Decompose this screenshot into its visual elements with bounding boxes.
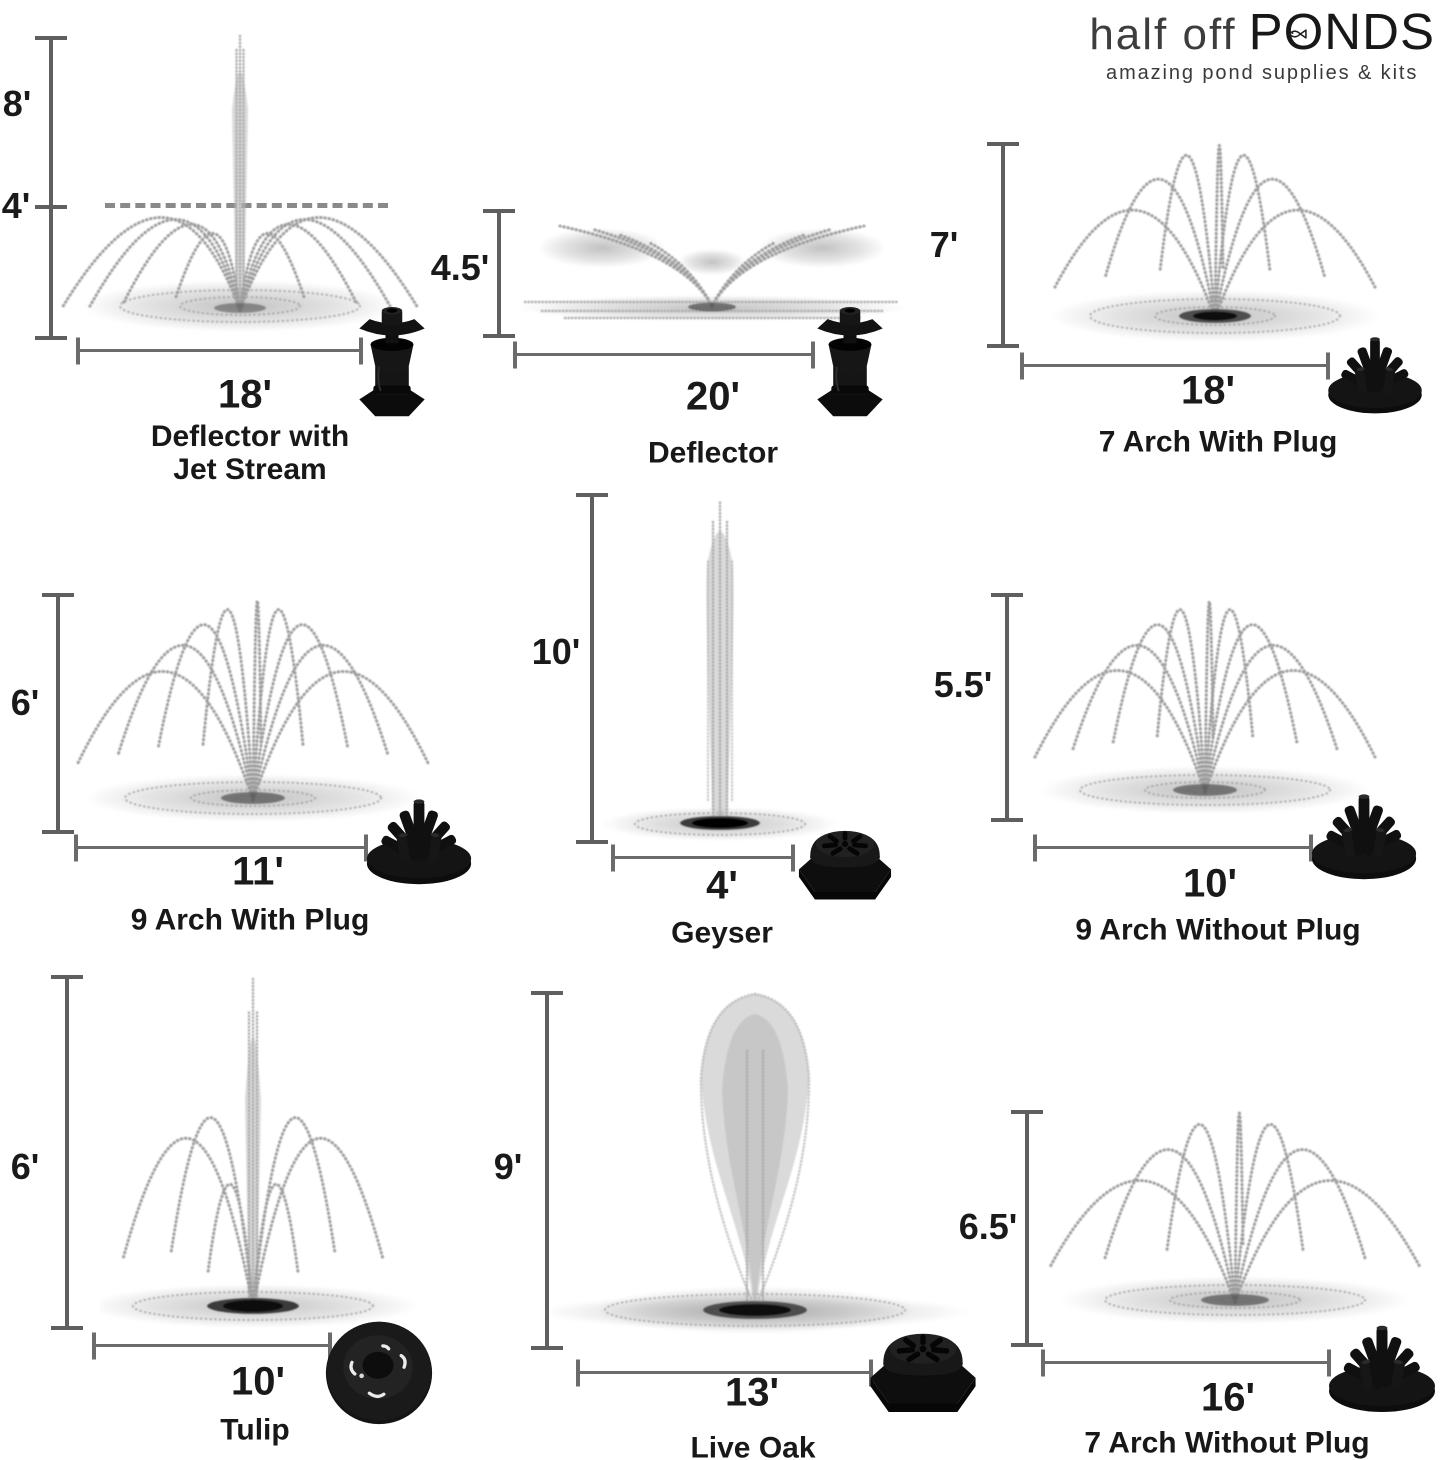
caption-line-1: 7 Arch Without Plug	[1084, 1426, 1370, 1460]
caption-line-1: Live Oak	[690, 1431, 816, 1460]
width-label: 13'	[724, 1370, 780, 1415]
multi-jet-arch-nozzle-photo	[1322, 1312, 1442, 1416]
height-ruler	[56, 595, 60, 832]
width-ruler	[1042, 1361, 1330, 1364]
caption-line-1: Geyser	[671, 916, 773, 950]
jet-height-dashed-line	[105, 203, 388, 208]
width-label: 20'	[685, 374, 741, 419]
7-arch-spray	[1048, 1111, 1422, 1324]
width-label: 10'	[1182, 861, 1238, 906]
width-label: 10'	[230, 1359, 286, 1404]
tulip-spray	[100, 976, 418, 1328]
width-ruler	[75, 846, 367, 849]
multi-jet-arch-nozzle-photo	[1322, 326, 1428, 416]
deflector-nozzle-photo	[350, 300, 434, 426]
caption: 7 Arch With Plug	[1099, 426, 1338, 459]
caption: Deflector	[648, 437, 778, 470]
caption-line-1: 9 Arch With Plug	[130, 903, 370, 937]
brand-bold-label: PONDS	[1248, 3, 1435, 60]
7-arch-spray	[1050, 144, 1380, 342]
width-ruler	[77, 349, 362, 352]
height-label: 5.5'	[933, 664, 993, 705]
caption: Deflector with Jet Stream	[151, 420, 349, 486]
height-ruler-mid-tick	[35, 205, 67, 209]
tulip-disc-nozzle-photo	[323, 1313, 435, 1431]
height-label: 6.5'	[958, 1206, 1018, 1247]
height-ruler	[497, 211, 501, 336]
width-ruler	[577, 1371, 872, 1374]
9-arch-spray	[1033, 600, 1377, 814]
caption-line-1: 9 Arch Without Plug	[1075, 913, 1361, 947]
width-label: 18'	[1180, 368, 1236, 413]
height-ruler	[49, 38, 53, 338]
deflector-spray	[517, 224, 907, 321]
brand-light-text: half off	[1089, 10, 1237, 59]
height-ruler	[1001, 144, 1005, 346]
geyser-cap-nozzle-photo	[864, 1313, 982, 1421]
caption: Geyser	[671, 917, 773, 950]
width-label: 16'	[1200, 1375, 1256, 1420]
height-ruler	[1025, 1112, 1029, 1345]
multi-jet-arch-nozzle-photo	[360, 786, 478, 888]
height-label: 10'	[531, 631, 581, 672]
deflector-jet-spray	[60, 34, 420, 332]
height-label: 6'	[10, 1146, 40, 1187]
width-ruler	[514, 353, 814, 356]
width-label: 4'	[706, 863, 738, 908]
height-ruler	[1005, 595, 1009, 820]
width-ruler	[93, 1344, 331, 1347]
caption: 9 Arch With Plug	[131, 904, 370, 937]
brand-bold-text: PONDS	[1249, 2, 1435, 61]
width-ruler	[1034, 846, 1312, 849]
width-label: 11'	[232, 849, 284, 894]
geyser-cap-nozzle-photo	[792, 813, 898, 907]
height-label-secondary: 4'	[1, 185, 31, 226]
caption: 7 Arch Without Plug	[1084, 1427, 1369, 1460]
multi-jet-arch-nozzle-photo	[1305, 781, 1423, 883]
caption-line-2: Jet Stream	[173, 453, 327, 486]
9-arch-spray	[76, 599, 430, 822]
width-label: 18'	[217, 372, 273, 417]
brand-wordmark: half off PONDS	[1089, 2, 1435, 61]
height-label: 9'	[493, 1146, 523, 1187]
live-oak-spray	[545, 992, 970, 1334]
deflector-nozzle-photo	[808, 300, 892, 426]
brand-tagline: amazing pond supplies & kits	[1106, 62, 1419, 84]
height-ruler	[545, 993, 549, 1348]
caption-line-1: Deflector with	[150, 420, 350, 453]
caption: Live Oak	[690, 1432, 815, 1460]
width-ruler	[1021, 364, 1329, 367]
geyser-spray	[602, 498, 838, 841]
caption-line-1: Deflector	[647, 436, 779, 470]
height-label: 6'	[10, 682, 40, 723]
caption-line-1: Tulip	[220, 1413, 290, 1447]
height-ruler	[65, 977, 69, 1328]
width-ruler	[612, 856, 794, 859]
caption: Tulip	[220, 1414, 289, 1447]
brand-logo: half off PONDS amazing pond supplies & k…	[1089, 2, 1435, 85]
height-label: 7'	[929, 224, 959, 265]
caption: 9 Arch Without Plug	[1075, 914, 1360, 947]
caption-line-1: 7 Arch With Plug	[1098, 425, 1338, 459]
height-label: 4.5'	[430, 247, 490, 288]
height-label: 8'	[2, 83, 32, 124]
fish-icon	[1288, 29, 1307, 40]
height-ruler	[590, 495, 594, 842]
